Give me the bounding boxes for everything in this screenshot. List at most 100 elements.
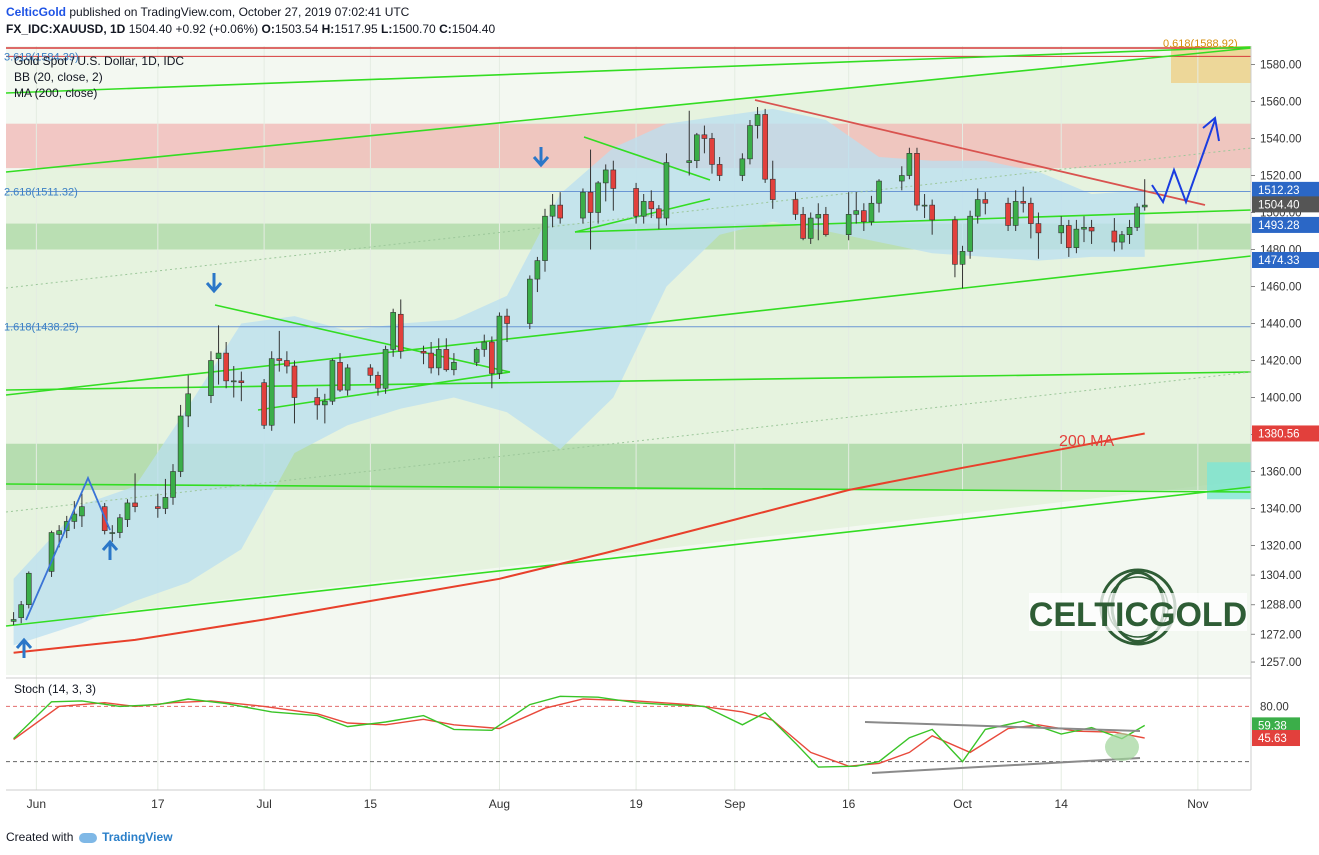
candle [268,351,275,431]
candle-body [71,513,78,522]
price-tick-label: 1400.00 [1260,393,1302,405]
candle-body [974,199,981,217]
candle-body [656,208,662,219]
candle-body [124,502,131,520]
high-label: H: [321,22,335,36]
green-trendline [257,371,511,411]
candle [223,342,229,389]
stoch-badge [1252,730,1300,747]
candle [473,347,480,367]
candle-body [420,350,427,354]
candle-body [177,415,184,472]
candle [982,192,989,215]
candle-body [557,204,563,219]
candle [868,195,875,226]
candle-body [792,199,799,215]
candle-body [982,199,989,204]
annotations [15,116,1220,658]
candle [580,188,586,224]
candle [602,164,609,202]
candle [337,353,343,392]
time-tick-label: 14 [1055,797,1069,811]
candle-body [1035,223,1042,234]
price-axis[interactable]: 1257.00 1272.00 1288.00 1304.00 1320.00 1340.… [1250,46,1319,790]
candle-body [230,380,237,383]
low-value: 1500.70 [392,22,436,36]
time-axis[interactable]: Jun 17 Jul 15 Aug 19 Sep 16 Oct 14 Nov [6,789,1251,811]
legend-title: Gold Spot / U.S. Dollar, 1D, IDC [14,54,184,68]
candle [481,334,488,357]
price-tick-label: 1257.00 [1260,657,1302,669]
candle [542,208,548,272]
publisher-name[interactable]: CelticGold [6,5,67,19]
candle [1058,216,1065,244]
arrow-head [101,539,119,551]
candle [800,206,806,241]
arrow-head [532,156,550,168]
candle [124,499,131,527]
candle-body [1066,225,1072,248]
candle-body [1111,230,1118,243]
candle-body [967,215,973,252]
candle-body [238,380,245,384]
bb-area [13,108,1145,646]
candle-body [1134,206,1140,228]
arrow-head [205,282,223,294]
open-label: O: [261,22,275,36]
time-tick-label: 17 [151,797,165,811]
candle [428,342,434,374]
chart-area[interactable]: 3.618(1584.39) 2.618(1511.32) 1.618(1438.2… [0,0,1319,830]
candle [109,525,116,542]
tradingview-brand[interactable]: TradingView [102,830,173,844]
price-badge [1252,251,1319,268]
candle-body [1081,227,1087,230]
candle [504,308,510,342]
stoch-badge-label: 59.38 [1258,720,1287,732]
arrow-head [15,637,33,649]
candle [329,358,336,405]
candle-body [382,349,389,389]
candle-body [170,471,176,498]
candle-body [215,352,222,359]
candle [344,364,351,396]
candle-body [587,191,594,213]
candle-body [390,312,396,350]
candle-body [709,138,715,165]
tradingview-cloud-icon [78,832,97,843]
candle-body [489,341,495,374]
stoch-trendline [871,757,1141,774]
symbol-label[interactable]: FX_IDC:XAUUSD, 1D [6,22,126,36]
candle-body [397,313,404,352]
candle-body [959,251,966,265]
candle-body [648,201,655,210]
stoch-k-line [13,695,1146,768]
candle-body [1058,225,1065,234]
candle [747,120,753,165]
wave-line [25,475,111,621]
candle-body [1088,227,1095,232]
candle [284,351,290,374]
candle-body [952,219,958,265]
green-trendline [5,47,1252,173]
candle [898,166,905,191]
candle [71,501,78,529]
candle [845,192,852,241]
candle [155,493,161,518]
arrow-down-icon [532,147,550,168]
bollinger-band [13,108,1145,646]
candle-body [322,400,328,406]
price-tick-label: 1420.00 [1260,356,1302,368]
legend-bb: BB (20, close, 2) [14,70,103,84]
price-tick-label: 1540.00 [1260,134,1302,146]
candle-body [1119,234,1125,243]
low-label: L: [381,22,393,36]
candle-body [1005,202,1011,226]
candle-body [344,367,351,391]
candle [1066,219,1072,257]
candle [261,379,267,429]
candle [1134,203,1140,231]
price-tick-label: 1580.00 [1260,60,1302,72]
candle-body [694,134,700,162]
ohlc-line: FX_IDC:XAUUSD, 1D 1504.40 +0.92 (+0.06%)… [6,22,495,36]
